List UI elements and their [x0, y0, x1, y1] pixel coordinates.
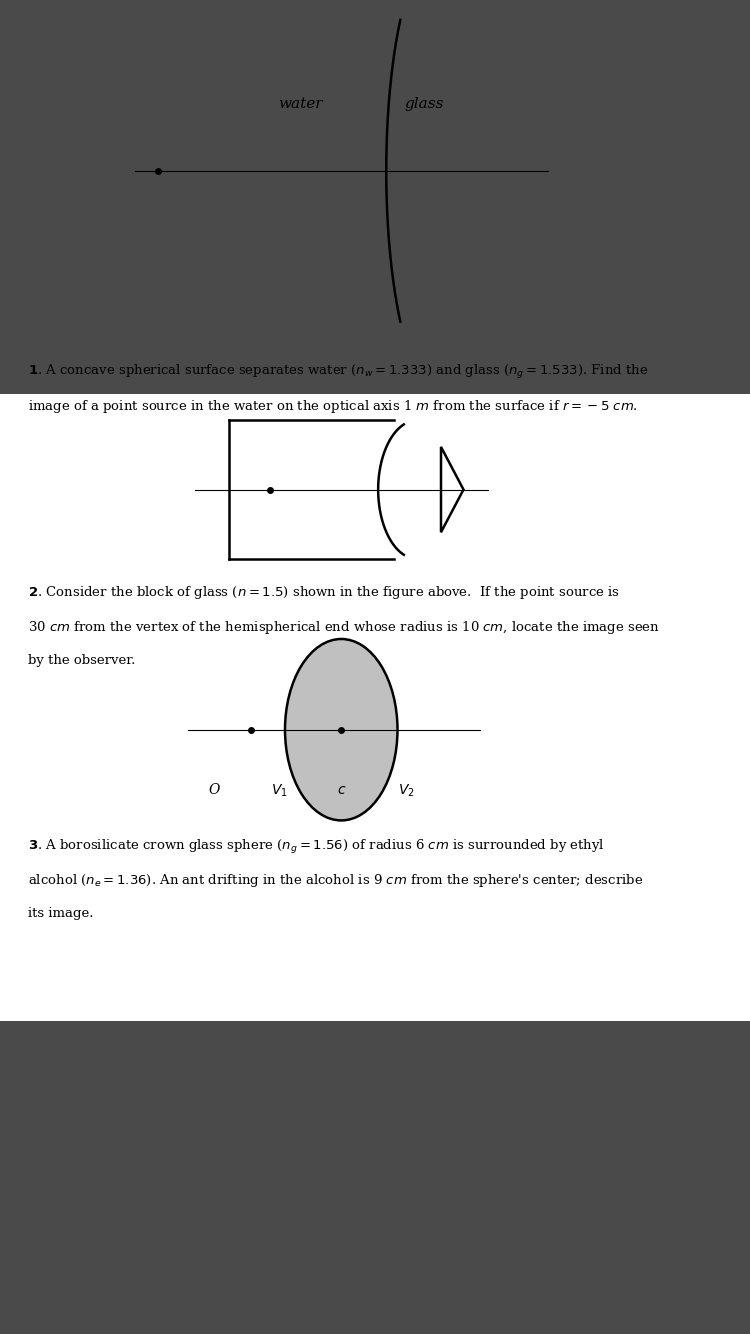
Text: $V_1$: $V_1$ — [272, 783, 288, 799]
Text: glass: glass — [404, 97, 443, 111]
Ellipse shape — [285, 639, 398, 820]
Text: $\mathbf{3}$. A borosilicate crown glass sphere ($n_g = 1.56$) of radius 6 $cm$ : $\mathbf{3}$. A borosilicate crown glass… — [28, 838, 605, 855]
Text: water: water — [278, 97, 322, 111]
Text: $V_2$: $V_2$ — [398, 783, 415, 799]
Text: O: O — [208, 783, 220, 796]
Text: its image.: its image. — [28, 907, 94, 920]
Text: $c$: $c$ — [337, 783, 346, 796]
Text: 30 $cm$ from the vertex of the hemispherical end whose radius is 10 $cm$, locate: 30 $cm$ from the vertex of the hemispher… — [28, 619, 661, 636]
Text: image of a point source in the water on the optical axis 1 $m$ from the surface : image of a point source in the water on … — [28, 398, 638, 415]
Text: alcohol ($n_e = 1.36$). An ant drifting in the alcohol is 9 $cm$ from the sphere: alcohol ($n_e = 1.36$). An ant drifting … — [28, 872, 644, 890]
Text: by the observer.: by the observer. — [28, 654, 136, 667]
Text: $\mathbf{1}$. A concave spherical surface separates water ($n_w = 1.333$) and gl: $\mathbf{1}$. A concave spherical surfac… — [28, 363, 649, 380]
Bar — [0, 394, 750, 1021]
Text: $\mathbf{2}$. Consider the block of glass ($n = 1.5$) shown in the figure above.: $\mathbf{2}$. Consider the block of glas… — [28, 584, 620, 602]
